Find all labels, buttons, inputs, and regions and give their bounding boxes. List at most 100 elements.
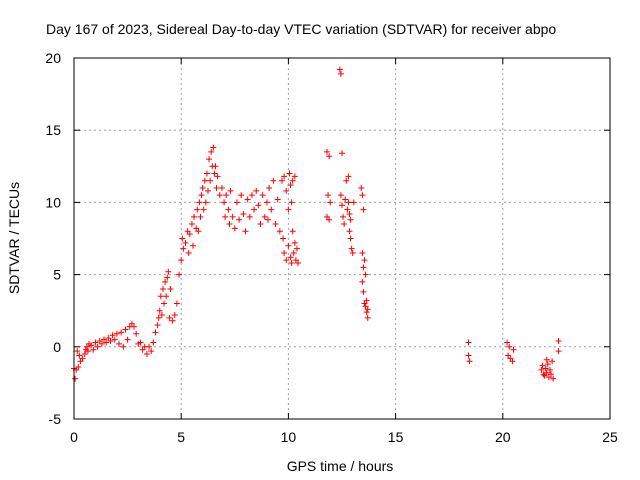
data-point bbox=[226, 221, 233, 228]
data-point bbox=[345, 199, 352, 206]
data-point bbox=[287, 182, 294, 189]
data-point bbox=[350, 199, 357, 206]
data-point bbox=[116, 340, 123, 347]
data-point bbox=[208, 148, 215, 155]
data-point bbox=[205, 187, 211, 194]
data-point bbox=[229, 213, 236, 220]
y-tick-label: 10 bbox=[45, 194, 61, 210]
data-point bbox=[154, 322, 161, 329]
data-point bbox=[343, 177, 350, 184]
data-points-layer bbox=[71, 66, 562, 382]
data-point bbox=[150, 339, 157, 346]
data-point bbox=[198, 192, 205, 199]
y-tick-label: -5 bbox=[49, 411, 62, 427]
data-point bbox=[548, 371, 555, 378]
data-point bbox=[257, 221, 264, 228]
data-point bbox=[173, 300, 180, 307]
y-tick-label: 5 bbox=[53, 267, 61, 283]
data-point bbox=[349, 249, 356, 256]
data-point bbox=[227, 187, 234, 194]
data-point bbox=[166, 314, 173, 321]
data-point bbox=[465, 352, 472, 359]
data-point bbox=[167, 286, 174, 293]
data-point bbox=[98, 340, 105, 347]
data-point bbox=[179, 235, 186, 242]
data-point bbox=[163, 293, 170, 300]
data-point bbox=[325, 192, 332, 199]
data-point bbox=[236, 216, 243, 223]
data-point bbox=[291, 173, 298, 180]
y-tick-label: 15 bbox=[45, 122, 61, 138]
data-point bbox=[286, 170, 293, 177]
data-point bbox=[146, 343, 153, 350]
data-point bbox=[251, 206, 258, 213]
data-point bbox=[159, 286, 166, 293]
data-point bbox=[360, 206, 367, 213]
data-point bbox=[285, 206, 292, 213]
data-point bbox=[283, 187, 290, 194]
data-point bbox=[231, 225, 238, 232]
data-point bbox=[360, 288, 367, 295]
x-tick-label: 5 bbox=[177, 429, 185, 445]
data-point bbox=[287, 254, 294, 261]
data-point bbox=[195, 228, 202, 235]
data-point bbox=[281, 173, 288, 180]
data-point bbox=[358, 184, 365, 191]
data-point bbox=[197, 213, 204, 220]
data-point bbox=[169, 317, 176, 324]
data-point bbox=[253, 187, 260, 194]
data-point bbox=[289, 228, 296, 235]
data-point bbox=[171, 312, 178, 319]
data-point bbox=[364, 306, 371, 313]
data-point bbox=[194, 206, 201, 213]
data-point bbox=[362, 271, 369, 278]
data-point bbox=[131, 323, 138, 330]
data-point bbox=[137, 339, 144, 346]
data-point bbox=[178, 257, 185, 264]
x-axis-title: GPS time / hours bbox=[287, 458, 394, 474]
data-point bbox=[212, 163, 219, 170]
y-axis-title: SDTVAR / TECUs bbox=[6, 182, 22, 294]
data-point bbox=[504, 339, 511, 346]
data-point bbox=[345, 173, 352, 180]
data-point bbox=[342, 196, 349, 203]
ticks-layer: 0 5 10 15 20 25 -5 0 5 10 15 20 bbox=[45, 50, 618, 445]
data-point bbox=[221, 199, 228, 206]
data-point bbox=[326, 153, 333, 160]
x-tick-label: 10 bbox=[281, 429, 297, 445]
data-point bbox=[347, 216, 354, 223]
data-point bbox=[165, 268, 172, 275]
data-point bbox=[76, 352, 83, 359]
grid-layer bbox=[74, 58, 610, 419]
data-point bbox=[285, 242, 292, 249]
data-point bbox=[346, 210, 353, 217]
data-point bbox=[539, 362, 546, 369]
data-point bbox=[201, 177, 208, 184]
data-point bbox=[188, 221, 195, 228]
data-point bbox=[207, 177, 214, 184]
data-point bbox=[143, 351, 150, 358]
data-point bbox=[543, 369, 550, 376]
data-point bbox=[103, 339, 110, 346]
data-point bbox=[120, 343, 127, 350]
y-tick-label: 20 bbox=[45, 50, 61, 66]
data-point bbox=[152, 329, 159, 336]
data-point bbox=[164, 274, 171, 281]
data-point bbox=[288, 199, 295, 206]
data-point bbox=[242, 228, 249, 235]
data-point bbox=[211, 170, 218, 177]
data-point bbox=[465, 339, 472, 346]
data-point bbox=[270, 177, 277, 184]
data-point bbox=[327, 199, 334, 206]
data-point bbox=[111, 336, 118, 343]
data-point bbox=[124, 336, 131, 343]
data-point bbox=[246, 213, 253, 220]
data-point bbox=[218, 184, 225, 191]
data-point bbox=[216, 192, 223, 199]
data-point bbox=[156, 307, 163, 314]
data-point bbox=[347, 235, 354, 242]
data-point bbox=[261, 213, 268, 220]
data-point bbox=[79, 355, 86, 362]
data-point bbox=[543, 356, 550, 363]
